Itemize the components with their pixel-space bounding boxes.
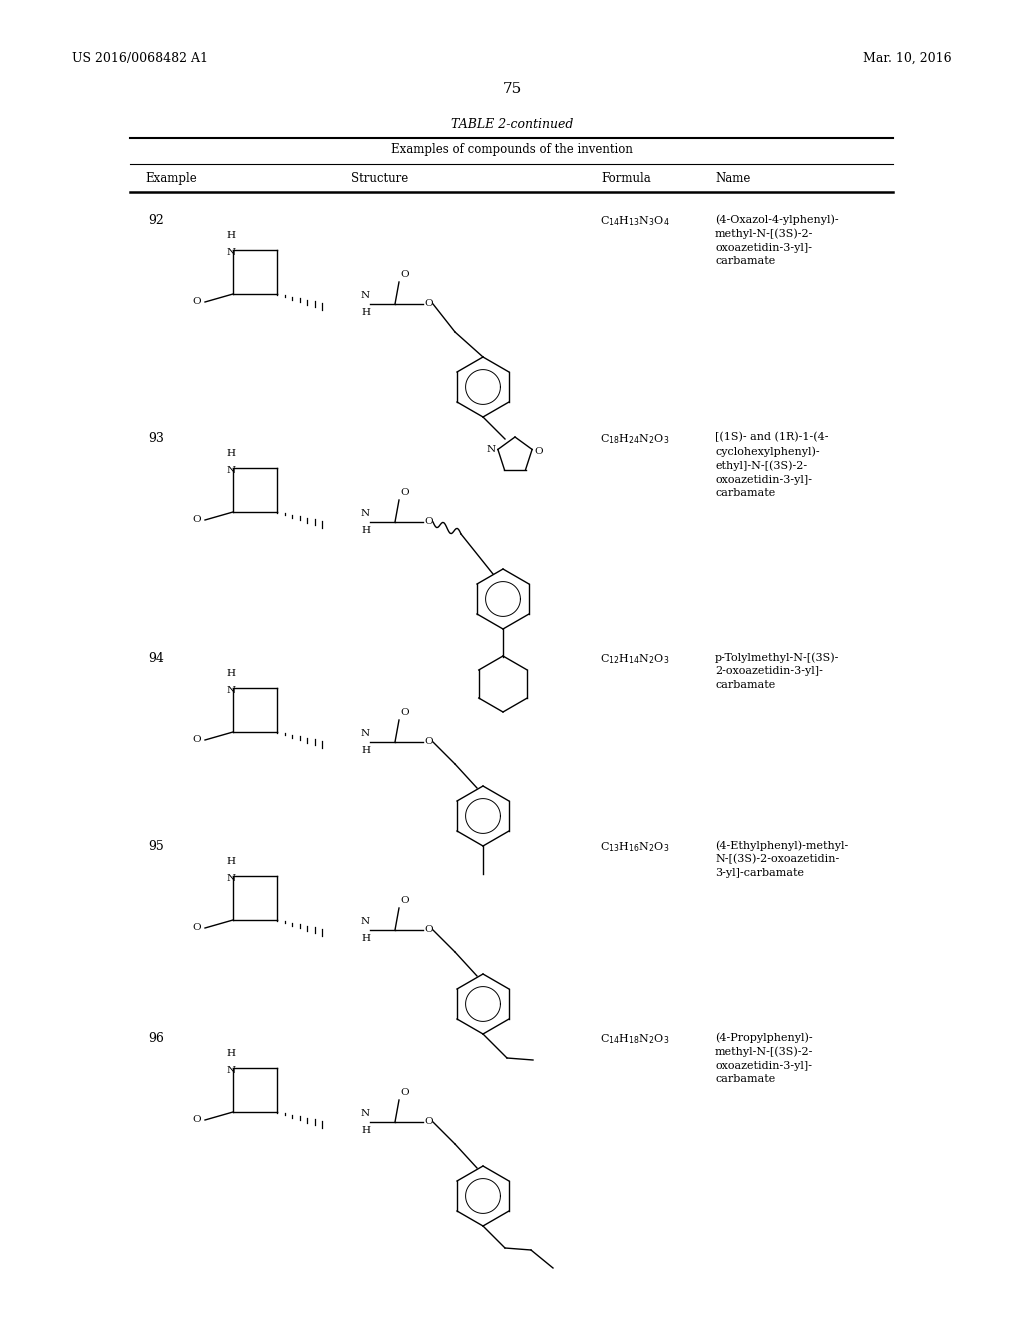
Text: O: O xyxy=(424,517,432,527)
Text: O: O xyxy=(424,925,432,935)
Text: US 2016/0068482 A1: US 2016/0068482 A1 xyxy=(72,51,208,65)
Text: O: O xyxy=(400,1088,409,1097)
Text: H: H xyxy=(226,669,236,678)
Text: N: N xyxy=(226,248,236,257)
Text: O: O xyxy=(193,516,201,524)
Text: N: N xyxy=(361,1109,370,1118)
Text: O: O xyxy=(400,708,409,717)
Text: Structure: Structure xyxy=(351,172,409,185)
Text: H: H xyxy=(361,746,370,755)
Text: [(1S)- and (1R)-1-(4-
cyclohexylphenyl)-
ethyl]-N-[(3S)-2-
oxoazetidin-3-yl]-
ca: [(1S)- and (1R)-1-(4- cyclohexylphenyl)-… xyxy=(715,432,828,499)
Text: Name: Name xyxy=(715,172,751,185)
Text: Mar. 10, 2016: Mar. 10, 2016 xyxy=(863,51,952,65)
Text: Example: Example xyxy=(145,172,197,185)
Text: TABLE 2-continued: TABLE 2-continued xyxy=(451,117,573,131)
Text: O: O xyxy=(193,1115,201,1125)
Text: N: N xyxy=(361,917,370,927)
Text: C$_{18}$H$_{24}$N$_{2}$O$_{3}$: C$_{18}$H$_{24}$N$_{2}$O$_{3}$ xyxy=(600,432,670,446)
Text: (4-Propylphenyl)-
methyl-N-[(3S)-2-
oxoazetidin-3-yl]-
carbamate: (4-Propylphenyl)- methyl-N-[(3S)-2- oxoa… xyxy=(715,1032,813,1084)
Text: O: O xyxy=(424,738,432,747)
Text: C$_{13}$H$_{16}$N$_{2}$O$_{3}$: C$_{13}$H$_{16}$N$_{2}$O$_{3}$ xyxy=(600,840,670,854)
Text: H: H xyxy=(226,1049,236,1059)
Text: N: N xyxy=(361,510,370,517)
Text: N: N xyxy=(486,445,496,454)
Text: p-Tolylmethyl-N-[(3S)-
2-oxoazetidin-3-yl]-
carbamate: p-Tolylmethyl-N-[(3S)- 2-oxoazetidin-3-y… xyxy=(715,652,840,690)
Text: N: N xyxy=(226,686,236,696)
Text: (4-Ethylphenyl)-methyl-
N-[(3S)-2-oxoazetidin-
3-yl]-carbamate: (4-Ethylphenyl)-methyl- N-[(3S)-2-oxoaze… xyxy=(715,840,848,878)
Text: H: H xyxy=(226,857,236,866)
Text: 93: 93 xyxy=(148,432,164,445)
Text: N: N xyxy=(361,729,370,738)
Text: H: H xyxy=(226,231,236,240)
Text: 96: 96 xyxy=(148,1032,164,1045)
Text: 95: 95 xyxy=(148,840,164,853)
Text: C$_{14}$H$_{18}$N$_{2}$O$_{3}$: C$_{14}$H$_{18}$N$_{2}$O$_{3}$ xyxy=(600,1032,670,1045)
Text: N: N xyxy=(226,1067,236,1074)
Text: 92: 92 xyxy=(148,214,164,227)
Text: O: O xyxy=(424,300,432,309)
Text: O: O xyxy=(400,896,409,906)
Text: H: H xyxy=(361,308,370,317)
Text: N: N xyxy=(361,290,370,300)
Text: O: O xyxy=(424,1118,432,1126)
Text: H: H xyxy=(226,449,236,458)
Text: O: O xyxy=(400,271,409,279)
Text: N: N xyxy=(226,874,236,883)
Text: (4-Oxazol-4-ylphenyl)-
methyl-N-[(3S)-2-
oxoazetidin-3-yl]-
carbamate: (4-Oxazol-4-ylphenyl)- methyl-N-[(3S)-2-… xyxy=(715,214,839,267)
Text: O: O xyxy=(400,488,409,498)
Text: O: O xyxy=(535,447,543,457)
Text: 75: 75 xyxy=(503,82,521,96)
Text: O: O xyxy=(193,924,201,932)
Text: H: H xyxy=(361,1126,370,1135)
Text: H: H xyxy=(361,525,370,535)
Text: O: O xyxy=(193,735,201,744)
Text: N: N xyxy=(226,466,236,475)
Text: C$_{12}$H$_{14}$N$_{2}$O$_{3}$: C$_{12}$H$_{14}$N$_{2}$O$_{3}$ xyxy=(600,652,670,665)
Text: Formula: Formula xyxy=(601,172,651,185)
Text: H: H xyxy=(361,935,370,942)
Text: O: O xyxy=(193,297,201,306)
Text: C$_{14}$H$_{13}$N$_{3}$O$_{4}$: C$_{14}$H$_{13}$N$_{3}$O$_{4}$ xyxy=(600,214,670,228)
Text: Examples of compounds of the invention: Examples of compounds of the invention xyxy=(391,143,633,156)
Text: 94: 94 xyxy=(148,652,164,665)
